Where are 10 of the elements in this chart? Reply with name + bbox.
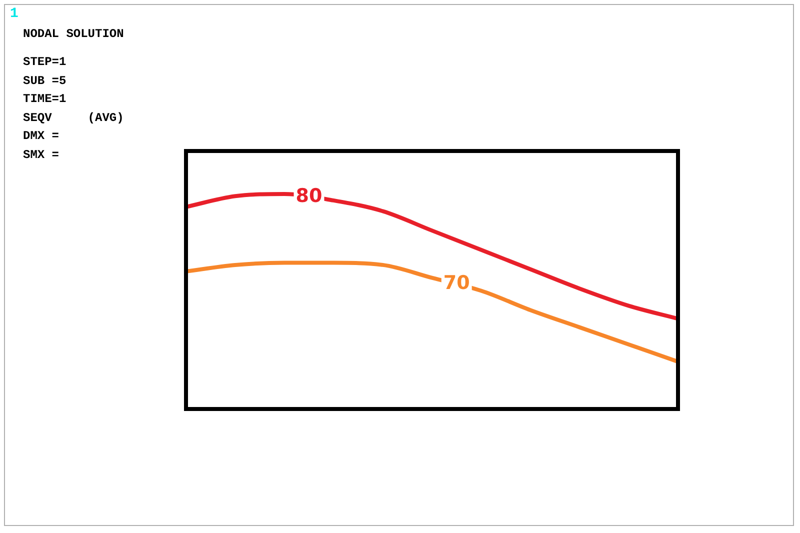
text: NODAL SOLUTION — [23, 27, 124, 41]
series-label: 70 — [443, 272, 470, 294]
text: TIME=1 — [23, 92, 66, 106]
series-label: 80 — [296, 185, 322, 208]
text: 1 — [10, 6, 18, 22]
text: SUB =5 — [23, 74, 66, 88]
text: STEP=1 — [23, 55, 66, 69]
text: SEQV (AVG) — [23, 110, 124, 125]
text: DMX = — [23, 129, 60, 144]
text: SMX = — [23, 148, 60, 162]
